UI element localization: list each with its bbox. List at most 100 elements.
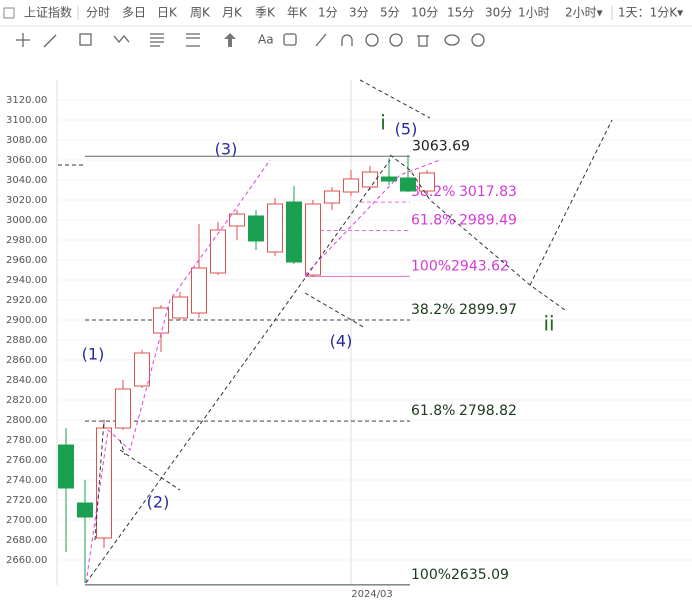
wave-label: ii (543, 312, 554, 336)
candle-body (305, 203, 321, 276)
y-tick-label: 2860.00 (6, 355, 47, 366)
level-ratio: 100% (411, 258, 451, 274)
level-value: 2798.82 (459, 403, 517, 419)
y-tick-label: 2980.00 (6, 235, 47, 246)
candle-body (267, 203, 283, 253)
candle-body (229, 213, 245, 227)
wave-labels: (1) (2) (3) (4) (5) i ii (82, 111, 555, 512)
candle-body (210, 229, 226, 274)
wave-label: (2) (147, 493, 170, 512)
period-tab[interactable]: 多日 (122, 6, 146, 20)
tool-icon[interactable] (150, 33, 164, 47)
period-tab[interactable]: 分时 (86, 6, 110, 20)
period-tab[interactable]: 5分 (380, 6, 400, 20)
period-tab[interactable]: 2小时▾ (565, 6, 603, 20)
tool-icon[interactable] (417, 35, 429, 47)
tool-icon[interactable] (43, 34, 57, 48)
y-tick-label: 3120.00 (6, 95, 47, 106)
tool-icon[interactable] (471, 33, 485, 47)
y-tick-label: 2720.00 (6, 495, 47, 506)
candle-body (134, 352, 150, 387)
tool-icon[interactable] (283, 33, 297, 46)
y-tick-label: 3100.00 (6, 115, 47, 126)
tool-icon[interactable] (341, 34, 353, 46)
y-tick-label: 3080.00 (6, 135, 47, 146)
level-value: 3017.83 (459, 184, 517, 200)
tool-icon[interactable] (186, 33, 200, 47)
level-ratio: 61.8% (411, 213, 455, 229)
wave-label: (3) (215, 140, 238, 159)
period-tab[interactable]: 季K (255, 6, 276, 20)
y-tick-label: 2900.00 (6, 315, 47, 326)
tool-icon[interactable] (389, 33, 403, 47)
y-tick-label: 2780.00 (6, 435, 47, 446)
wave-label: (1) (82, 345, 105, 364)
period-tab[interactable]: 3分 (349, 6, 369, 20)
wave-label: (5) (395, 120, 418, 139)
text-tool[interactable]: Aa (258, 33, 274, 47)
period-tab[interactable]: 月K (222, 6, 243, 20)
period-tab[interactable]: 30分 (485, 6, 512, 20)
plot: 2660.00 2680.00 2700.00 2720.00 2740.00 2760.… (6, 80, 692, 600)
candle-body (400, 177, 416, 192)
period-tab[interactable]: 1小时 (518, 6, 550, 20)
candle-body (96, 427, 112, 539)
y-tick-label: 2660.00 (6, 555, 47, 566)
y-tick-label: 2940.00 (6, 275, 47, 286)
y-tick-label: 3000.00 (6, 215, 47, 226)
y-tick-label: 3020.00 (6, 195, 47, 206)
candle-body (286, 201, 302, 263)
period-tab[interactable]: 日K (157, 6, 178, 20)
candle-body (172, 296, 188, 319)
tool-icon[interactable] (16, 33, 30, 47)
period-tab[interactable]: 15分 (447, 6, 474, 20)
level-ratio: 38.2% (411, 302, 455, 318)
y-tick-label: 2960.00 (6, 255, 47, 266)
tool-icon[interactable] (365, 33, 379, 47)
level-value: 2635.09 (451, 567, 509, 583)
interval[interactable]: 1天：1分K▾ (618, 6, 683, 20)
level-ratio: 100% (411, 567, 451, 583)
level-value: 2899.97 (459, 302, 517, 318)
y-tick-label: 3040.00 (6, 175, 47, 186)
candle-body (381, 176, 397, 182)
period-tab[interactable]: 10分 (411, 6, 438, 20)
level-value: 2989.49 (459, 213, 517, 229)
candle-body (153, 307, 169, 334)
toolbar: 上证指数 分时 多日 日K 周K 月K 季K 年K 1分 3分 5分 10分 15分 30分 1小时 2小时▾… (3, 5, 683, 20)
tool-icon[interactable] (113, 34, 130, 44)
y-tick-label: 2680.00 (6, 535, 47, 546)
tools (16, 33, 485, 48)
candle-body (324, 190, 340, 204)
candle-body (115, 388, 131, 429)
y-tick-label: 2740.00 (6, 475, 47, 486)
candle-body (77, 502, 93, 518)
period-tab[interactable]: 年K (287, 6, 308, 20)
y-tick-label: 2920.00 (6, 295, 47, 306)
symbol-icon (3, 7, 15, 19)
y-tick-label: 2700.00 (6, 515, 47, 526)
y-tick-label: 2820.00 (6, 395, 47, 406)
candle-body (362, 171, 378, 188)
y-tick-label: 2800.00 (6, 415, 47, 426)
tool-icon[interactable] (444, 34, 460, 46)
wave-label: i (380, 111, 386, 135)
symbol[interactable]: 上证指数 (24, 5, 72, 20)
tool-icon[interactable] (79, 33, 92, 46)
y-tick-label: 2760.00 (6, 455, 47, 466)
candle-body (343, 178, 359, 193)
candle-body (419, 172, 435, 192)
y-tick-label: 2880.00 (6, 335, 47, 346)
level-ratio: 61.8% (411, 403, 455, 419)
candle-body (191, 267, 207, 314)
tool-icon[interactable] (315, 33, 327, 47)
period-tab[interactable]: 1分 (318, 6, 338, 20)
tool-icon[interactable] (224, 33, 236, 47)
period-tab[interactable]: 周K (190, 6, 211, 20)
wave-label: (4) (330, 332, 353, 351)
x-tick-label: 2024/03 (351, 589, 393, 600)
candle-body (248, 215, 264, 242)
candle-body (58, 444, 74, 489)
